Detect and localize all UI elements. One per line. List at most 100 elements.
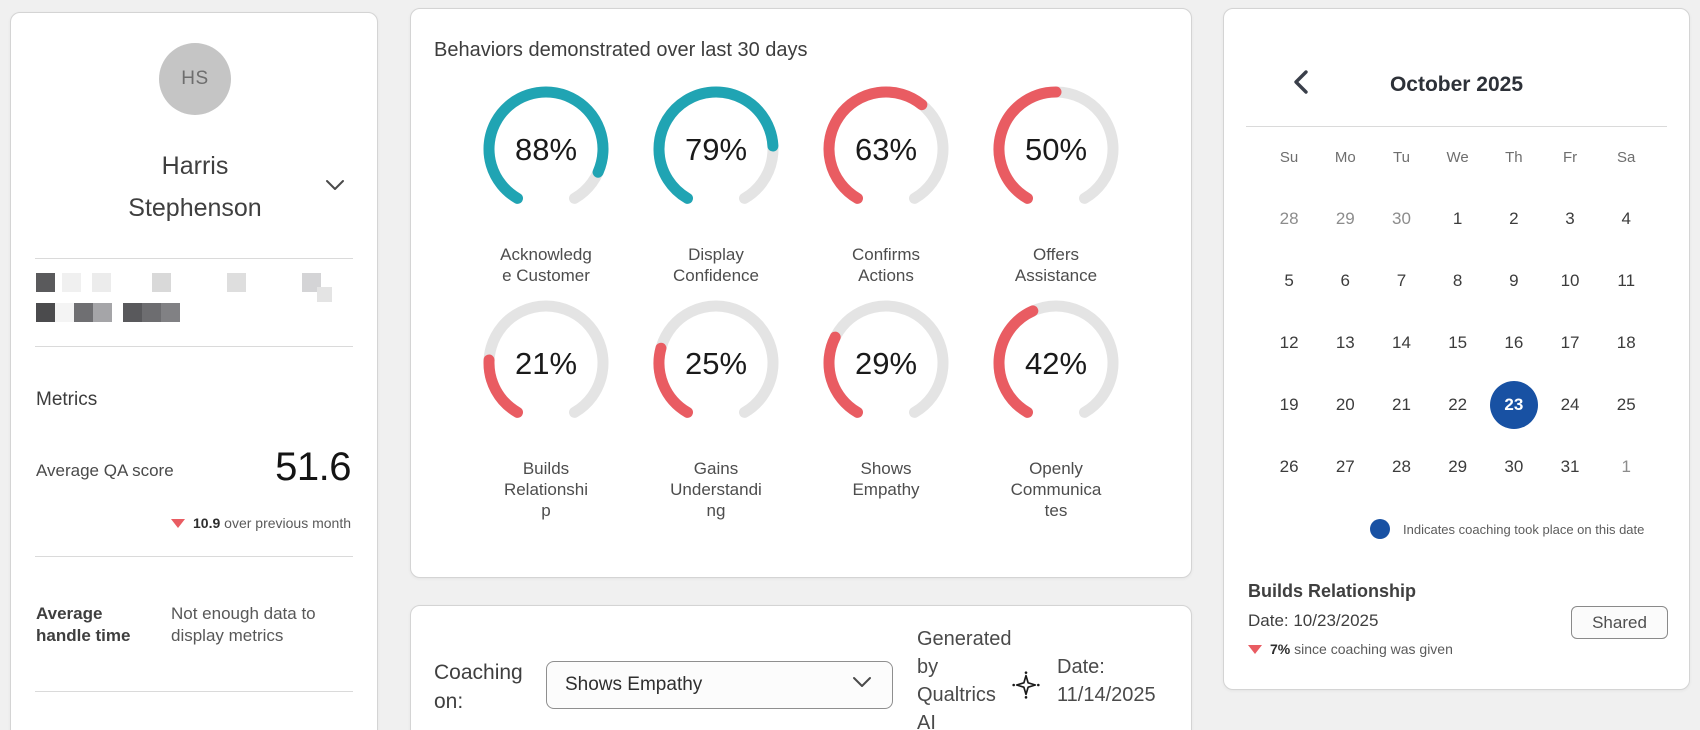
calendar-legend: Indicates coaching took place on this da… <box>1370 519 1644 539</box>
gauge-value: 63% <box>855 132 917 167</box>
gauge-label: Offers Assistance <box>1014 245 1098 285</box>
calendar-day[interactable]: 18 <box>1616 333 1636 352</box>
coaching-on-label: Coaching on: <box>434 661 523 713</box>
calendar-day[interactable]: 1 <box>1452 209 1463 228</box>
calendar-day[interactable]: 25 <box>1616 395 1636 414</box>
qa-delta-value: 10.9 <box>193 515 221 531</box>
calendar-day[interactable]: 5 <box>1284 271 1294 290</box>
gauge-ring: 63% <box>823 86 949 204</box>
calendar-day[interactable]: 26 <box>1279 457 1299 476</box>
gauge-value: 29% <box>855 346 917 381</box>
triangle-down-icon <box>171 518 186 528</box>
calendar-day-header: Su <box>1279 149 1299 166</box>
gauge-value: 50% <box>1025 132 1087 167</box>
divider <box>1246 126 1667 127</box>
detail-delta-value: 7% <box>1270 641 1291 657</box>
calendar-day[interactable]: 10 <box>1560 271 1580 290</box>
calendar-day[interactable]: 30 <box>1392 209 1411 228</box>
calendar-prev-button[interactable] <box>1286 67 1314 101</box>
ai-sparkle-icon <box>1012 671 1040 704</box>
calendar-day[interactable]: 31 <box>1560 457 1580 476</box>
calendar-day[interactable]: 9 <box>1509 271 1519 290</box>
calendar-day[interactable]: 22 <box>1448 395 1468 414</box>
calendar-day[interactable]: 17 <box>1560 333 1580 352</box>
calendar-day[interactable]: 7 <box>1396 271 1407 290</box>
gauge-label: Display Confidence <box>672 245 759 285</box>
calendar-day[interactable]: 8 <box>1452 271 1463 290</box>
calendar-day[interactable]: 20 <box>1335 395 1355 414</box>
shared-button[interactable]: Shared <box>1571 606 1668 639</box>
calendar-day-header: Th <box>1505 149 1523 166</box>
behavior-gauge: 79% Display Confidence <box>631 84 801 286</box>
triangle-down-icon <box>1248 644 1262 654</box>
behavior-gauge: 50% Offers Assistance <box>971 84 1141 286</box>
calendar-day[interactable]: 28 <box>1279 209 1299 228</box>
calendar-week-row: 19 20 21 22 23 24 25 <box>1261 374 1655 436</box>
coaching-select-value: Shows Empathy <box>565 674 703 695</box>
chevron-down-icon <box>852 676 872 694</box>
gauge-label: Openly Communicates <box>1010 459 1102 520</box>
calendar-day[interactable]: 21 <box>1392 395 1411 414</box>
gauge-value: 88% <box>515 132 577 167</box>
calendar-day[interactable]: 4 <box>1621 209 1631 228</box>
calendar-day-selected[interactable]: 23 <box>1486 374 1542 436</box>
gauge-label: Acknowledge Customer <box>500 245 592 285</box>
calendar-day[interactable]: 11 <box>1617 271 1636 290</box>
gauge-ring: 42% <box>993 300 1119 418</box>
calendar-day[interactable]: 30 <box>1504 457 1524 476</box>
gauge-ring: 21% <box>483 300 609 418</box>
gauge-label: Shows Empathy <box>852 459 920 499</box>
calendar-day[interactable]: 29 <box>1335 209 1355 228</box>
coaching-legend-dot <box>1370 519 1390 539</box>
calendar-day[interactable]: 27 <box>1335 457 1355 476</box>
behavior-gauge: 29% Shows Empathy <box>801 298 971 521</box>
calendar-title: October 2025 <box>1389 73 1524 96</box>
gauge-value: 42% <box>1025 346 1087 381</box>
calendar-day[interactable]: 6 <box>1340 271 1351 290</box>
calendar-week-row: 28 29 30 1 2 3 4 <box>1261 188 1655 250</box>
calendar-grid: Su Mo Tu We Th Fr Sa 28 29 30 1 2 3 4 5 6 7 8 9 10 11 12 13 14… <box>1261 143 1655 498</box>
calendar-day-header: Tu <box>1392 149 1410 166</box>
gauge-row-2: 21% Builds Relationship 25% Gains Understan… <box>461 298 1141 521</box>
calendar-day[interactable]: 14 <box>1392 333 1411 352</box>
behavior-gauge: 25% Gains Understanding <box>631 298 801 521</box>
coaching-on-select[interactable]: Shows Empathy <box>546 661 893 709</box>
calendar-day[interactable]: 29 <box>1448 457 1468 476</box>
qa-delta-suffix: over previous month <box>224 515 351 531</box>
behavior-gauge: 42% Openly Communicates <box>971 298 1141 521</box>
profile-card: HS Harris Stephenson Metrics Average QA … <box>10 12 378 730</box>
gauge-ring: 29% <box>823 300 949 418</box>
calendar-day[interactable]: 2 <box>1509 209 1519 228</box>
calendar-day[interactable]: 16 <box>1504 333 1524 352</box>
calendar-day[interactable]: 28 <box>1392 457 1411 476</box>
coaching-detail-title: Builds Relationship <box>1248 581 1417 601</box>
calendar-day-header: Mo <box>1334 149 1356 166</box>
metrics-section-title: Metrics <box>36 389 98 410</box>
gauge-label: Builds Relationship <box>503 459 589 520</box>
coaching-detail-date: Date: 10/23/2025 <box>1248 611 1379 630</box>
shared-button-label: Shared <box>1592 612 1647 632</box>
divider <box>35 258 353 259</box>
calendar-day[interactable]: 3 <box>1565 209 1575 228</box>
chevron-left-icon <box>1292 69 1309 100</box>
redacted-content <box>36 273 332 302</box>
calendar-week-row: 12 13 14 15 16 17 18 <box>1261 312 1655 374</box>
calendar-day[interactable]: 15 <box>1448 333 1468 352</box>
coaching-detail-delta: 7% since coaching was given <box>1248 641 1453 657</box>
coaching-date-value: 11/14/2025 <box>1057 684 1156 706</box>
calendar-day-headers: Su Mo Tu We Th Fr Sa <box>1261 143 1655 173</box>
calendar-day[interactable]: 19 <box>1279 395 1299 414</box>
avg-qa-score-value: 51.6 <box>275 445 351 489</box>
calendar-day[interactable]: 1 <box>1621 457 1631 476</box>
gauge-ring: 25% <box>653 300 779 418</box>
gauge-value: 79% <box>685 132 747 167</box>
gauge-label: Confirms Actions <box>851 245 920 285</box>
gauge-label: Gains Understanding <box>670 459 762 520</box>
calendar-day[interactable]: 12 <box>1279 333 1299 352</box>
calendar-days: 28 29 30 1 2 3 4 5 6 7 8 9 10 11 12 13 14 15 16 17 18 19 20 21 2… <box>1261 188 1655 498</box>
calendar-week-row: 26 27 28 29 30 31 1 <box>1261 436 1655 498</box>
chevron-down-icon[interactable] <box>325 179 345 197</box>
calendar-card: October 2025 Su Mo Tu We Th Fr Sa 28 29 30 1 2 3 4 5 6… <box>1223 8 1690 690</box>
calendar-day[interactable]: 13 <box>1335 333 1355 352</box>
calendar-day[interactable]: 24 <box>1560 395 1580 414</box>
